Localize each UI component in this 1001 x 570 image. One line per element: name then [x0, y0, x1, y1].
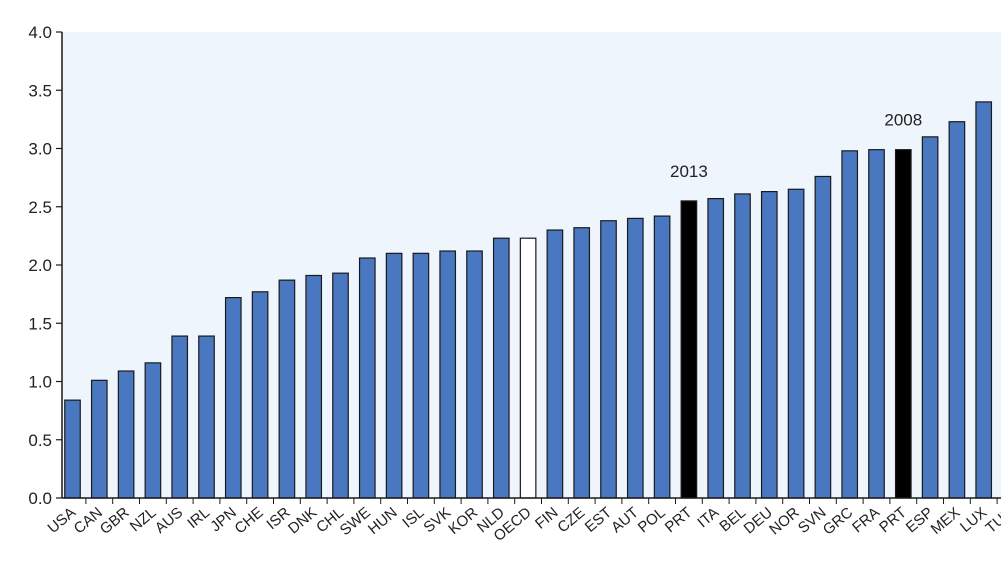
y-tick-label: 2.0	[28, 256, 52, 275]
bar-jpn-6	[224, 297, 242, 499]
bar-nzl-3	[144, 362, 162, 499]
bar-fin-18	[546, 229, 564, 499]
bar-irl-5	[198, 335, 215, 499]
y-tick-label: 2.5	[28, 198, 52, 217]
bar-oecd-17	[519, 237, 537, 499]
x-tick-label: JPN	[207, 504, 240, 535]
bars	[64, 101, 993, 499]
y-tick-label: 0.0	[28, 489, 52, 508]
annotations: 2013 2008	[670, 111, 922, 181]
bar-deu-26	[760, 191, 778, 499]
bar-isr-8	[278, 279, 296, 499]
bar-cze-19	[573, 227, 591, 499]
bar-ita-24	[707, 197, 725, 499]
y-axis: 0.0 0.5 1.0 1.5 2.0 2.5 3.0 3.5 4.0	[28, 23, 62, 508]
y-tick-label: 1.0	[28, 373, 52, 392]
x-tick-label: IRL	[184, 504, 213, 532]
y-tick-label: 4.0	[28, 23, 52, 42]
y-tick-label: 3.0	[28, 140, 52, 159]
bar-pol-22	[653, 215, 671, 499]
y-tick-label: 0.5	[28, 431, 52, 450]
y-tick-label: 3.5	[28, 81, 52, 100]
bar-kor-15	[466, 250, 483, 499]
annotation-label: 2013	[670, 162, 708, 181]
x-tick-label: FRA	[849, 504, 883, 536]
bar-esp-32	[921, 136, 939, 499]
x-tick-label: LUX	[957, 504, 990, 536]
x-tick-label: AUS	[152, 504, 187, 537]
bar-can-1	[90, 379, 108, 499]
bar-swe-11	[358, 257, 376, 499]
bar-prt-23	[680, 200, 698, 499]
x-tick-label: HUN	[365, 504, 401, 538]
bar-hun-12	[385, 252, 403, 499]
bar-chl-10	[332, 272, 349, 499]
x-axis: USACANGBRNZLAUSIRLJPNCHEISRDNKCHLSWEHUNI…	[45, 498, 1001, 545]
x-tick-label: TUR	[983, 504, 1001, 537]
x-tick-label: ITA	[694, 504, 722, 531]
bar-mex-33	[948, 121, 966, 499]
x-tick-label: CHE	[231, 504, 266, 537]
bar-grc-29	[841, 150, 859, 499]
bar-est-20	[600, 220, 617, 499]
x-tick-label: BEL	[716, 504, 749, 535]
x-tick-label: NZL	[127, 504, 160, 535]
bar-nld-16	[492, 237, 510, 499]
bar-prt-31	[894, 149, 912, 499]
bar-usa-0	[64, 399, 81, 499]
y-tick-label: 1.5	[28, 314, 52, 333]
bar-svn-28	[814, 175, 832, 499]
annotation-label: 2008	[884, 111, 922, 130]
bar-nor-27	[787, 188, 805, 499]
x-tick-label: PRT	[662, 504, 696, 536]
x-tick-label: PRT	[876, 504, 910, 536]
bar-isl-13	[412, 252, 430, 499]
bar-aut-21	[626, 217, 644, 499]
bar-aus-4	[171, 335, 189, 499]
x-tick-label: CZE	[554, 504, 588, 536]
bar-fra-30	[868, 149, 885, 499]
bar-gbr-2	[117, 370, 135, 499]
x-tick-label: POL	[635, 504, 669, 536]
x-tick-label: ESP	[903, 504, 937, 536]
bar-bel-25	[734, 193, 751, 499]
x-tick-label: FIN	[532, 504, 561, 533]
x-tick-label: SVK	[420, 504, 454, 536]
x-tick-label: EST	[582, 504, 615, 536]
bar-dnk-9	[305, 274, 323, 499]
bar-lux-34	[975, 101, 993, 499]
bar-svk-14	[439, 250, 457, 499]
x-tick-label: AUT	[608, 504, 642, 536]
bar-che-7	[251, 291, 269, 499]
